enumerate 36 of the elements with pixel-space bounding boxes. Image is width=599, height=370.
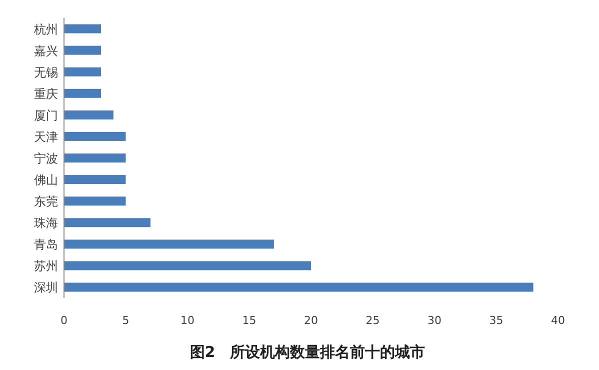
x-tick-label: 40 [551, 314, 565, 327]
y-tick-label: 天津 [34, 130, 58, 144]
bar [64, 24, 102, 34]
x-tick-label: 30 [428, 314, 442, 327]
bar [64, 196, 126, 206]
x-tick-label: 15 [242, 314, 256, 327]
bar [64, 88, 102, 98]
y-tick-label: 深圳 [34, 280, 58, 295]
x-tick-label: 20 [304, 314, 318, 327]
bar [64, 175, 126, 184]
bar [64, 110, 114, 120]
y-tick-label: 杭州 [33, 22, 58, 36]
text: 图2 所设机构数量排名前十的城市 [190, 343, 426, 361]
y-tick-label: 重庆 [34, 86, 58, 101]
y-tick-label: 苏州 [34, 259, 58, 274]
y-tick-label: 青岛 [34, 238, 58, 252]
y-tick-label: 东莞 [34, 194, 58, 209]
x-tick-label: 35 [489, 314, 504, 327]
y-tick-label: 佛山 [34, 173, 58, 188]
y-tick-label: 嘉兴 [34, 44, 58, 58]
x-tick-label: 25 [366, 314, 380, 327]
x-tick-label: 10 [180, 314, 194, 327]
y-tick-label: 珠海 [34, 216, 58, 230]
y-tick-label: 厦门 [34, 108, 58, 122]
bar [64, 218, 150, 228]
bar [64, 240, 274, 249]
bar [64, 46, 102, 55]
y-tick-label: 宁波 [34, 152, 58, 166]
bar [64, 67, 102, 76]
bar [64, 261, 311, 270]
x-tick-label: 0 [60, 314, 68, 327]
y-tick-label: 无锡 [34, 65, 58, 80]
bar [64, 132, 126, 141]
bar [64, 154, 126, 162]
bar [64, 282, 534, 292]
x-tick-label: 5 [122, 314, 130, 327]
